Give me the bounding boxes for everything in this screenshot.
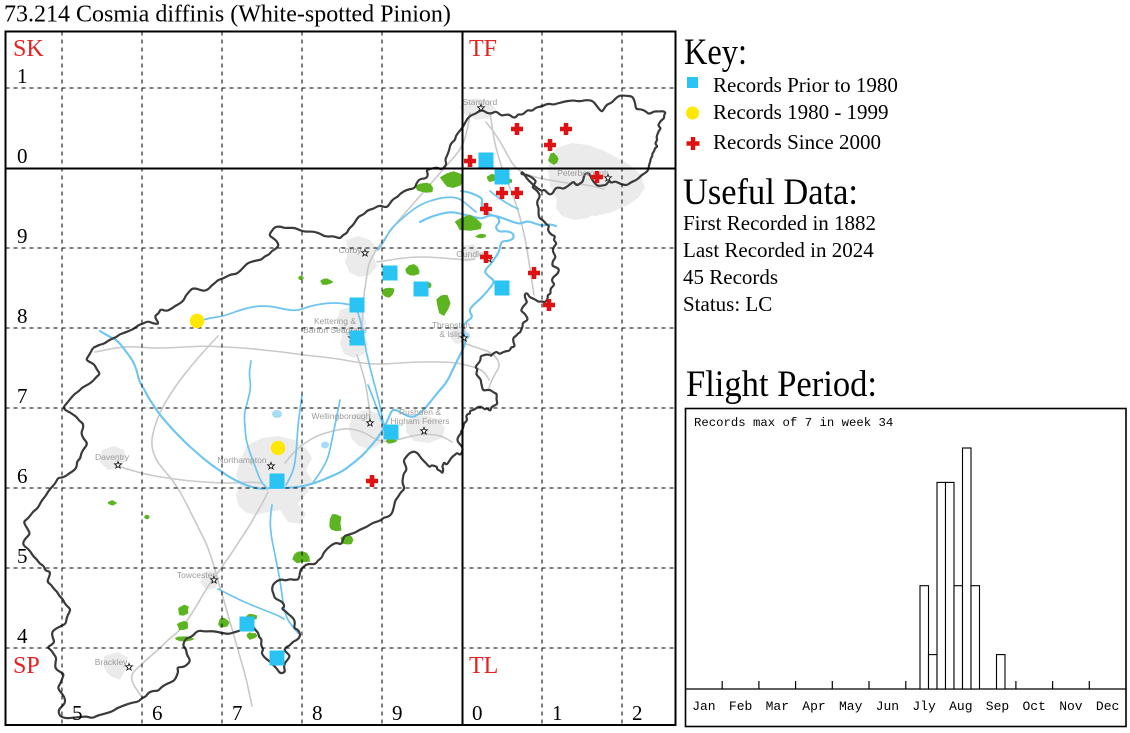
- svg-text:1: 1: [17, 64, 28, 88]
- svg-text:Key:: Key:: [684, 32, 747, 73]
- svg-text:Higham Ferrers: Higham Ferrers: [390, 416, 449, 426]
- svg-text:Kettering &: Kettering &: [314, 316, 356, 326]
- svg-text:Daventry: Daventry: [95, 452, 130, 462]
- svg-text:Flight Period:: Flight Period:: [686, 364, 877, 405]
- svg-text:Northampton: Northampton: [217, 455, 266, 465]
- svg-text:Useful Data:: Useful Data:: [683, 172, 858, 213]
- svg-text:Barton Seagrave: Barton Seagrave: [303, 325, 367, 335]
- svg-text:Jan: Jan: [692, 699, 715, 714]
- svg-text:First Recorded in 1882: First Recorded in 1882: [683, 211, 876, 235]
- svg-text:& Islip: & Islip: [439, 329, 462, 339]
- svg-text:7: 7: [17, 384, 28, 408]
- svg-text:SK: SK: [13, 36, 44, 62]
- svg-text:Nov: Nov: [1059, 699, 1083, 714]
- svg-text:Records Since 2000: Records Since 2000: [713, 130, 881, 154]
- svg-text:Status: LC: Status: LC: [683, 292, 772, 316]
- svg-text:Corby: Corby: [339, 245, 362, 255]
- svg-text:5: 5: [72, 701, 83, 725]
- svg-text:7: 7: [232, 701, 243, 725]
- svg-text:0: 0: [17, 144, 28, 168]
- svg-text:6: 6: [152, 701, 163, 725]
- svg-text:9: 9: [392, 701, 403, 725]
- svg-text:Rushden &: Rushden &: [399, 407, 441, 417]
- svg-text:6: 6: [17, 464, 28, 488]
- svg-text:Jun: Jun: [876, 699, 899, 714]
- svg-text:0: 0: [472, 701, 483, 725]
- svg-text:Aug: Aug: [949, 699, 972, 714]
- svg-text:Peterborough: Peterborough: [557, 168, 609, 178]
- svg-text:Sep: Sep: [986, 699, 1009, 714]
- svg-text:Dec: Dec: [1096, 699, 1119, 714]
- svg-text:Last Recorded in 2024: Last Recorded in 2024: [683, 238, 874, 262]
- svg-text:Apr: Apr: [802, 699, 825, 714]
- svg-text:May: May: [839, 699, 863, 714]
- svg-text:2: 2: [632, 701, 643, 725]
- svg-text:1: 1: [552, 701, 563, 725]
- svg-text:TF: TF: [469, 36, 497, 62]
- svg-text:8: 8: [312, 701, 323, 725]
- svg-text:4: 4: [17, 624, 28, 648]
- svg-text:Thrapston: Thrapston: [432, 320, 471, 330]
- svg-text:Records max of 7 in week 34: Records max of 7 in week 34: [694, 416, 893, 430]
- svg-text:Records Prior to 1980: Records Prior to 1980: [713, 73, 898, 97]
- svg-text:5: 5: [17, 544, 28, 568]
- svg-text:45 Records: 45 Records: [683, 265, 778, 289]
- svg-text:Mar: Mar: [766, 699, 789, 714]
- svg-text:Oundle: Oundle: [456, 249, 484, 259]
- svg-text:8: 8: [17, 304, 28, 328]
- svg-text:TL: TL: [469, 653, 498, 679]
- svg-text:Jly: Jly: [912, 699, 936, 714]
- svg-text:73.214 Cosmia diffinis (White-: 73.214 Cosmia diffinis (White-spotted Pi…: [4, 2, 451, 28]
- svg-text:Wellingborough: Wellingborough: [312, 411, 371, 421]
- svg-text:Stamford: Stamford: [463, 97, 498, 107]
- svg-text:Records 1980 - 1999: Records 1980 - 1999: [713, 100, 889, 124]
- svg-text:SP: SP: [13, 653, 40, 679]
- svg-text:Towcester: Towcester: [177, 570, 215, 580]
- svg-text:Feb: Feb: [729, 699, 752, 714]
- svg-text:9: 9: [17, 224, 28, 248]
- svg-text:Oct: Oct: [1022, 699, 1045, 714]
- svg-text:Brackley: Brackley: [95, 657, 128, 667]
